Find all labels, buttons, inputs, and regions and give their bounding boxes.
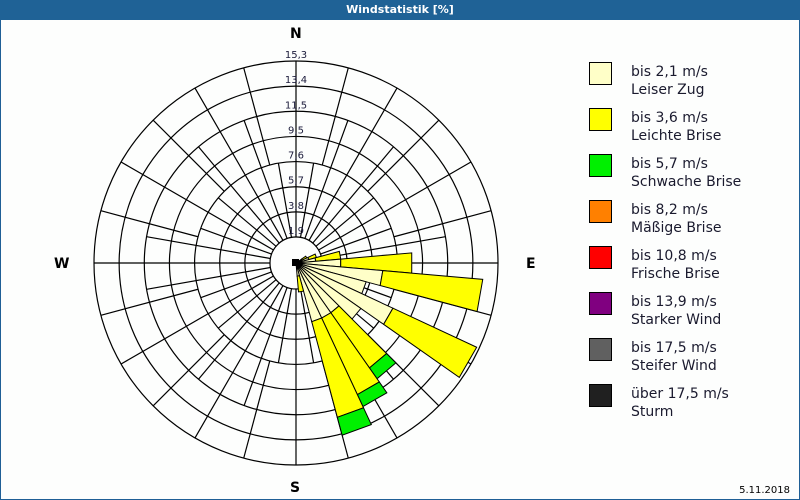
wind-rose-plot: 1,9 3,8 5,7 7,6 9,5 11,5 13,4 15,3 — [93, 50, 499, 466]
compass-north-label: N — [290, 26, 302, 42]
legend-swatch — [589, 292, 612, 315]
svg-text:11,5: 11,5 — [285, 100, 307, 111]
svg-text:5,7: 5,7 — [288, 176, 304, 187]
legend-description: Leichte Brise — [631, 128, 722, 144]
legend-swatch — [589, 62, 612, 85]
compass-west-label: W — [54, 256, 70, 272]
window-title: Windstatistik [%] — [0, 0, 800, 20]
legend-description: Mäßige Brise — [631, 220, 722, 236]
legend-item: bis 13,9 m/s Starker Wind — [589, 292, 789, 338]
legend-range: bis 3,6 m/s — [631, 110, 708, 126]
legend-description: Sturm — [631, 404, 674, 420]
legend-range: bis 17,5 m/s — [631, 340, 717, 356]
legend-range: bis 5,7 m/s — [631, 156, 708, 172]
compass-east-label: E — [526, 256, 536, 272]
svg-text:9,5: 9,5 — [288, 125, 304, 136]
legend-description: Frische Brise — [631, 266, 720, 282]
legend-item: bis 2,1 m/s Leiser Zug — [589, 62, 789, 108]
legend-swatch — [589, 154, 612, 177]
date-label: 5.11.2018 — [739, 485, 790, 496]
svg-text:7,6: 7,6 — [288, 151, 304, 162]
wind-rose-chart: 1,9 3,8 5,7 7,6 9,5 11,5 13,4 15,3 N E S W bis … — [0, 20, 800, 500]
legend-item: bis 8,2 m/s Mäßige Brise — [589, 200, 789, 246]
legend-item: bis 10,8 m/s Frische Brise — [589, 246, 789, 292]
legend-item: bis 3,6 m/s Leichte Brise — [589, 108, 789, 154]
legend-swatch — [589, 384, 612, 407]
legend-range: bis 2,1 m/s — [631, 64, 708, 80]
legend: bis 2,1 m/s Leiser Zug bis 3,6 m/s Leich… — [589, 62, 789, 430]
svg-text:3,8: 3,8 — [288, 201, 304, 212]
legend-range: bis 13,9 m/s — [631, 294, 717, 310]
legend-swatch — [589, 200, 612, 223]
legend-swatch — [589, 108, 612, 131]
svg-text:13,4: 13,4 — [285, 75, 307, 86]
legend-range: bis 8,2 m/s — [631, 202, 708, 218]
legend-description: Schwache Brise — [631, 174, 742, 190]
legend-swatch — [589, 338, 612, 361]
legend-description: Starker Wind — [631, 312, 722, 328]
legend-description: Steifer Wind — [631, 358, 717, 374]
legend-item: über 17,5 m/s Sturm — [589, 384, 789, 430]
legend-description: Leiser Zug — [631, 82, 705, 98]
legend-item: bis 17,5 m/s Steifer Wind — [589, 338, 789, 384]
svg-text:1,9: 1,9 — [288, 226, 304, 237]
compass-south-label: S — [290, 480, 301, 496]
svg-text:15,3: 15,3 — [285, 50, 307, 61]
legend-item: bis 5,7 m/s Schwache Brise — [589, 154, 789, 200]
legend-range: bis 10,8 m/s — [631, 248, 717, 264]
legend-range: über 17,5 m/s — [631, 386, 729, 402]
legend-swatch — [589, 246, 612, 269]
